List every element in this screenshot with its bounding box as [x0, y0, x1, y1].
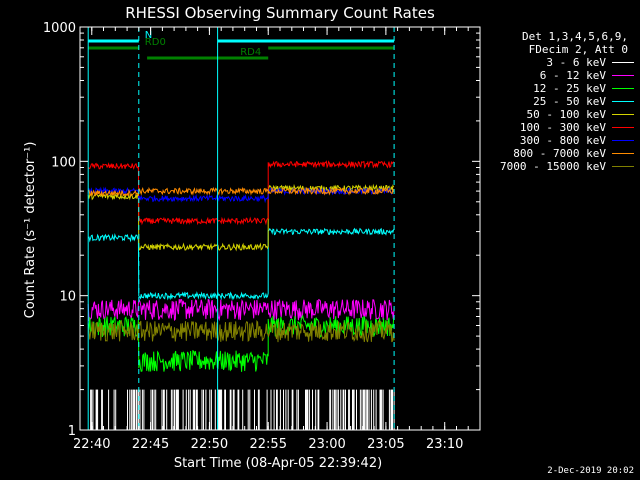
plot-frame — [79, 26, 481, 431]
legend-entry: 3 - 6 keV — [484, 56, 636, 69]
y-tick-label: 100 — [51, 155, 76, 170]
x-tick-label: 22:40 — [73, 437, 110, 452]
legend-swatch — [612, 127, 634, 128]
legend-entry: 25 - 50 keV — [484, 95, 636, 108]
footer-date: 2-Dec-2019 20:02 — [547, 466, 634, 476]
legend-swatch — [612, 114, 634, 115]
x-tick-label: 22:45 — [132, 437, 169, 452]
legend-entry: 12 - 25 keV — [484, 82, 636, 95]
legend-entry-label: 7000 - 15000 keV — [500, 160, 606, 173]
legend-swatch — [612, 166, 634, 167]
y-axis-label: Count Rate (s⁻¹ detector⁻¹) — [23, 142, 38, 319]
legend-entry-label: 300 - 800 keV — [519, 134, 606, 147]
series-7000-15000-kev — [87, 319, 395, 343]
x-tick-label: 22:55 — [250, 437, 287, 452]
y-tick-label: 1000 — [43, 21, 76, 36]
legend: Det 1,3,4,5,6,9, FDecim 2, Att 0 3 - 6 k… — [484, 30, 636, 173]
legend-entry: 7000 - 15000 keV — [484, 160, 636, 173]
legend-entry-label: 3 - 6 keV — [546, 56, 606, 69]
chart-title: RHESSI Observing Summary Count Rates — [125, 4, 435, 22]
legend-entry-label: 800 - 7000 keV — [513, 147, 606, 160]
flag-label-rd4: RD4 — [240, 47, 261, 58]
legend-entry-label: 6 - 12 keV — [539, 69, 606, 82]
flag-label-n: N — [145, 30, 152, 41]
y-tick-label: 1 — [68, 424, 76, 439]
series-25-50-kev — [87, 227, 395, 301]
legend-header-detectors: Det 1,3,4,5,6,9, — [522, 30, 628, 43]
legend-entry-label: 12 - 25 keV — [533, 82, 606, 95]
legend-entry-label: 50 - 100 keV — [526, 108, 606, 121]
legend-swatch — [612, 88, 634, 89]
legend-entry-label: 25 - 50 keV — [533, 95, 606, 108]
legend-entry: 800 - 7000 keV — [484, 147, 636, 160]
legend-swatch — [612, 140, 634, 141]
legend-entry: 50 - 100 keV — [484, 108, 636, 121]
series-3-6-kev — [90, 389, 395, 430]
series-12-25-kev — [87, 314, 395, 372]
x-axis-label: Start Time (08-Apr-05 22:39:42) — [174, 456, 382, 471]
y-tick-label: 10 — [59, 290, 76, 305]
legend-entry: 300 - 800 keV — [484, 134, 636, 147]
legend-swatch — [612, 101, 634, 102]
x-tick-label: 23:05 — [367, 437, 404, 452]
legend-entry-label: 100 - 300 keV — [519, 121, 606, 134]
flag-label-rd0: RD0 — [145, 37, 166, 48]
legend-entry: 6 - 12 keV — [484, 69, 636, 82]
x-tick-label: 23:10 — [426, 437, 463, 452]
legend-entry: 100 - 300 keV — [484, 121, 636, 134]
legend-swatch — [612, 62, 634, 63]
series-50-100-kev — [87, 183, 395, 252]
legend-header-decimation: FDecim 2, Att 0 — [528, 43, 628, 56]
legend-swatch — [612, 153, 634, 154]
x-tick-label: 23:00 — [308, 437, 345, 452]
legend-swatch — [612, 75, 634, 76]
x-tick-label: 22:50 — [191, 437, 228, 452]
